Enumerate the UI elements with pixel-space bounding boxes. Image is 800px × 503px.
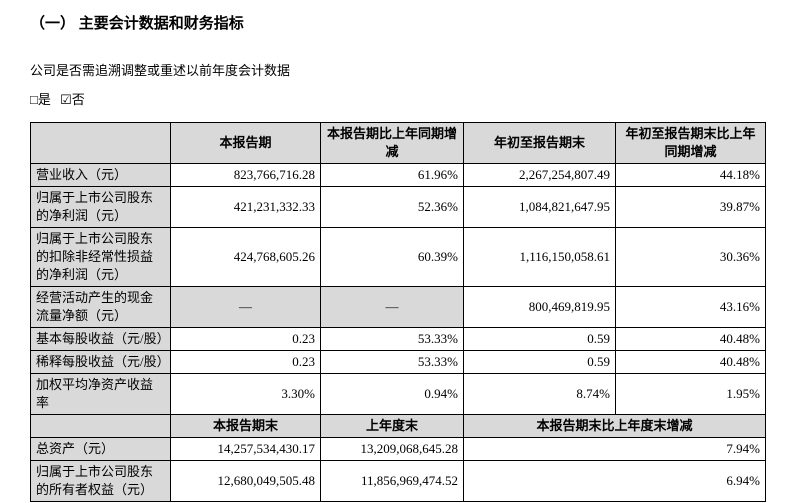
cell: — (170, 286, 321, 328)
cell: 30.36% (615, 227, 766, 287)
table-row: 营业收入（元） 823,766,716.28 61.96% 2,267,254,… (30, 163, 766, 187)
cell: 7.94% (463, 437, 766, 461)
cell: 0.59 (463, 327, 616, 351)
table-subheader-row: 本报告期末 上年度末 本报告期末比上年度末增减 (30, 414, 766, 438)
checkbox-no[interactable]: ☑否 (60, 92, 85, 107)
cell: 8.74% (463, 373, 616, 415)
cell: 424,768,605.26 (170, 227, 321, 287)
checkbox-row: □是 ☑否 (30, 89, 800, 108)
table-row: 经营活动产生的现金流量净额（元） — — 800,469,819.95 43.1… (30, 286, 766, 328)
cell: 2,267,254,807.49 (463, 163, 616, 187)
cell: 0.59 (463, 350, 616, 374)
cell: 43.16% (615, 286, 766, 328)
row-label: 基本每股收益（元/股） (30, 327, 171, 351)
cell: 823,766,716.28 (170, 163, 321, 187)
cell: — (320, 286, 464, 328)
cell: 13,209,068,645.28 (320, 437, 464, 461)
header-period-end-change: 本报告期末比上年度末增减 (463, 414, 766, 438)
cell: 52.36% (320, 186, 464, 228)
header-prior-year-end: 上年度末 (320, 414, 464, 438)
empty-corner-cell (30, 122, 171, 164)
cell: 0.23 (170, 327, 321, 351)
header-period-end: 本报告期末 (170, 414, 321, 438)
row-label: 总资产（元） (30, 437, 171, 461)
header-ytd-change: 年初至报告期末比上年同期增减 (615, 122, 766, 164)
checkbox-yes[interactable]: □是 (30, 92, 51, 107)
cell: 60.39% (320, 227, 464, 287)
restatement-question: 公司是否需追溯调整或重述以前年度会计数据 (30, 63, 291, 78)
cell: 39.87% (615, 186, 766, 228)
cell: 3.30% (170, 373, 321, 415)
row-label: 营业收入（元） (30, 163, 171, 187)
cell: 44.18% (615, 163, 766, 187)
header-ytd: 年初至报告期末 (463, 122, 616, 164)
empty-corner-cell (30, 414, 171, 438)
cell: 0.23 (170, 350, 321, 374)
cell: 14,257,534,430.17 (170, 437, 321, 461)
cell: 53.33% (320, 350, 464, 374)
cell: 421,231,332.33 (170, 186, 321, 228)
table-row: 归属于上市公司股东的净利润（元） 421,231,332.33 52.36% 1… (30, 186, 766, 228)
row-label: 归属于上市公司股东的扣除非经常性损益的净利润（元） (30, 227, 171, 287)
cell: 12,680,049,505.48 (170, 460, 321, 502)
cell: 1.95% (615, 373, 766, 415)
cell: 40.48% (615, 350, 766, 374)
cell: 0.94% (320, 373, 464, 415)
row-label: 经营活动产生的现金流量净额（元） (30, 286, 171, 328)
checkbox-no-label: 否 (71, 92, 85, 107)
section-title: （一） 主要会计数据和财务指标 (30, 16, 244, 32)
checkbox-yes-label: 是 (37, 92, 51, 107)
financial-indicators-table: 本报告期 本报告期比上年同期增减 年初至报告期末 年初至报告期末比上年同期增减 … (30, 122, 766, 502)
cell: 800,469,819.95 (463, 286, 616, 328)
cell: 11,856,969,474.52 (320, 460, 464, 502)
cell: 40.48% (615, 327, 766, 351)
row-label: 归属于上市公司股东的所有者权益（元） (30, 460, 171, 502)
table-row: 加权平均净资产收益率 3.30% 0.94% 8.74% 1.95% (30, 373, 766, 415)
checkbox-checked-icon: ☑ (60, 92, 72, 107)
row-label: 归属于上市公司股东的净利润（元） (30, 186, 171, 228)
cell: 1,116,150,058.61 (463, 227, 616, 287)
header-current-period: 本报告期 (170, 122, 321, 164)
checkbox-unchecked-icon: □ (30, 92, 38, 107)
row-label: 加权平均净资产收益率 (30, 373, 171, 415)
header-period-change: 本报告期比上年同期增减 (320, 122, 464, 164)
cell: 53.33% (320, 327, 464, 351)
table-row: 归属于上市公司股东的扣除非经常性损益的净利润（元） 424,768,605.26… (30, 227, 766, 287)
table-row: 归属于上市公司股东的所有者权益（元） 12,680,049,505.48 11,… (30, 460, 766, 502)
table-row: 基本每股收益（元/股） 0.23 53.33% 0.59 40.48% (30, 327, 766, 351)
table-header-row: 本报告期 本报告期比上年同期增减 年初至报告期末 年初至报告期末比上年同期增减 (30, 122, 766, 164)
cell: 6.94% (463, 460, 766, 502)
table-row: 总资产（元） 14,257,534,430.17 13,209,068,645.… (30, 437, 766, 461)
cell: 1,084,821,647.95 (463, 186, 616, 228)
row-label: 稀释每股收益（元/股） (30, 350, 171, 374)
table-row: 稀释每股收益（元/股） 0.23 53.33% 0.59 40.48% (30, 350, 766, 374)
cell: 61.96% (320, 163, 464, 187)
